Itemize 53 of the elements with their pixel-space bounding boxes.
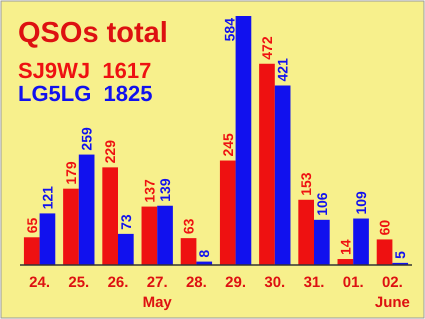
bar (259, 64, 275, 265)
bar (142, 206, 158, 265)
bar (338, 259, 354, 265)
x-tick-label: 27. (146, 274, 168, 291)
bar (353, 218, 369, 265)
text: June (374, 294, 410, 311)
x-tick-label: 31. (304, 274, 324, 291)
data-label: 259 (78, 127, 95, 151)
x-tick-label: 24. (29, 274, 50, 291)
data-label: 63 (180, 218, 197, 234)
x-tick-label: 30. (264, 274, 286, 291)
text: May (142, 294, 172, 311)
text: SJ9WJ 1617 (18, 58, 152, 83)
data-label: 139 (157, 178, 174, 202)
x-tick-label: 25. (68, 274, 90, 291)
data-label: 245 (220, 132, 236, 157)
bar (78, 154, 94, 265)
data-label: 229 (102, 140, 118, 164)
data-label: 5 (392, 250, 408, 259)
data-label: 179 (62, 161, 79, 185)
x-tick-label: 01. (342, 274, 364, 291)
data-label: 584 (222, 18, 238, 42)
chart-title: QSOs total (18, 17, 168, 49)
x-tick-label: 02. (382, 274, 403, 291)
bar (63, 188, 79, 265)
bar (236, 16, 252, 265)
bar (102, 167, 118, 265)
data-label: 60 (376, 220, 393, 236)
data-label: 153 (298, 172, 314, 196)
data-label: 472 (258, 36, 275, 60)
bar (274, 86, 290, 265)
bar (298, 200, 314, 265)
data-label: 109 (353, 190, 370, 215)
data-label: 65 (24, 218, 40, 234)
data-label: 14 (337, 239, 354, 256)
bar (40, 213, 56, 265)
bar (118, 234, 134, 265)
data-label: 121 (39, 186, 56, 210)
text: LG5LG 1825 (18, 81, 153, 106)
data-label: 421 (274, 58, 291, 82)
data-label: 8 (196, 250, 212, 258)
bar (24, 237, 40, 265)
x-tick-label: 29. (225, 274, 246, 291)
x-tick-label: 26. (108, 274, 128, 291)
bar (157, 206, 173, 265)
bar (314, 220, 330, 265)
x-tick-label: 28. (186, 274, 207, 291)
data-label: 106 (314, 192, 330, 216)
bar (180, 238, 196, 265)
bar (376, 239, 392, 265)
data-label: 73 (118, 214, 134, 230)
bar (220, 160, 236, 265)
data-label: 137 (141, 179, 158, 203)
